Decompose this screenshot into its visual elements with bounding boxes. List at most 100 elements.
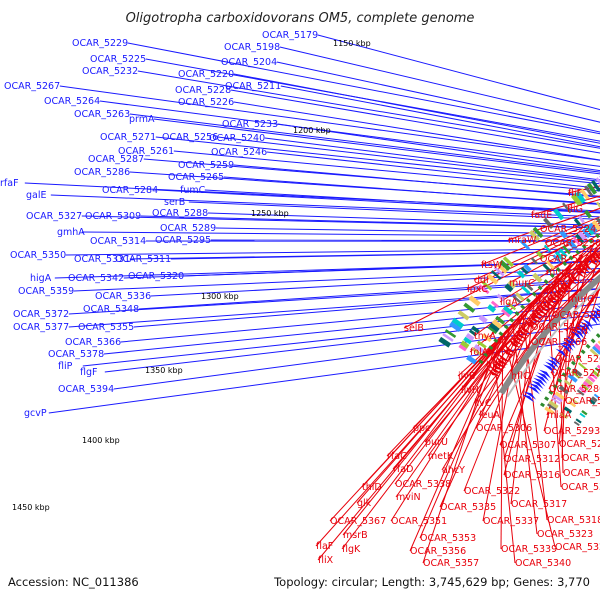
reverse-gene-label: selB <box>404 323 424 334</box>
forward-gene-label: OCAR_5286 <box>74 167 130 178</box>
forward-gene-label: OCAR_5366 <box>65 337 121 348</box>
forward-leader-line <box>233 101 600 161</box>
forward-gene-arrow <box>570 331 582 342</box>
reverse-gene-label: OCAR_5280 <box>549 384 600 395</box>
reverse-leader-line <box>493 350 516 564</box>
feature-band-segment <box>516 270 526 279</box>
forward-leader-line <box>230 89 600 154</box>
forward-leader-line <box>127 42 600 135</box>
tick-marks <box>478 233 600 408</box>
forward-gene-label: OCAR_5265 <box>168 172 224 183</box>
feature-band-segment <box>584 209 592 219</box>
reverse-leader-line <box>546 252 600 416</box>
reverse-gene-label: OCAR_5367 <box>330 516 386 527</box>
feature-band-segment <box>591 220 600 231</box>
forward-gene-label: gmhA <box>57 227 85 238</box>
tick-mark <box>483 352 489 358</box>
feature-band-segment <box>571 370 581 379</box>
forward-gene-arrow <box>543 364 555 374</box>
feature-band-segment <box>491 319 503 329</box>
reverse-gene-arrow <box>580 261 591 274</box>
feature-band-segment <box>458 344 467 352</box>
forward-leader-line <box>81 231 600 237</box>
feature-band-segment <box>502 256 514 268</box>
reverse-gene-arrow <box>543 297 555 308</box>
reverse-gene-label: OCAR_5323 <box>537 529 593 540</box>
forward-gene-label: OCAR_5204 <box>221 57 277 68</box>
reverse-gene-arrow <box>561 278 573 290</box>
forward-gene-label: OCAR_5320 <box>128 271 184 282</box>
tick-mark <box>557 378 563 383</box>
reverse-gene-label: OCAR_5252 <box>552 310 600 321</box>
feature-band-segment <box>493 266 505 277</box>
forward-gene-label: flgF <box>80 367 97 378</box>
feature-rings <box>438 175 600 427</box>
feature-band-segment <box>562 245 571 255</box>
forward-gene-arrow <box>521 394 535 403</box>
feature-band-segment <box>532 272 543 283</box>
tick-mark <box>537 285 543 291</box>
feature-band-segment <box>576 389 585 396</box>
forward-gene-label: OCAR_5229 <box>72 38 128 49</box>
reverse-gene-label: OCAR_5317 <box>511 499 567 510</box>
feature-band-segment <box>528 229 541 242</box>
feature-band-segment <box>499 259 511 272</box>
forward-gene-label: OCAR_5336 <box>95 291 151 302</box>
reverse-gene-label: ligA <box>500 297 518 308</box>
feature-band-segment <box>590 372 598 380</box>
reverse-gene-label: mviN <box>396 492 421 503</box>
feature-band-segment <box>488 322 500 333</box>
reverse-gene-arrow <box>524 318 536 329</box>
backbone-inner-arc <box>506 285 600 398</box>
gene-arrows <box>487 245 600 403</box>
reverse-gene-label: hflC <box>511 371 530 382</box>
reverse-gene-label: OCAR_5312 <box>504 454 560 465</box>
reverse-gene-label: msrB <box>343 530 368 541</box>
reverse-gene-arrow <box>501 347 515 357</box>
reverse-gene-label: OCAR_5262 <box>531 322 587 333</box>
reverse-leader-line <box>544 219 600 244</box>
reverse-gene-label: OCAR_5351 <box>391 516 447 527</box>
feature-band-segment <box>442 333 454 342</box>
forward-gene-label: OCAR_5342 <box>68 273 124 284</box>
reverse-gene-arrow <box>487 368 501 377</box>
forward-leader-line <box>59 85 600 161</box>
reverse-leader-line <box>561 264 571 459</box>
reverse-gene-arrow <box>577 264 588 276</box>
tick-mark <box>562 261 568 267</box>
forward-gene-arrow <box>539 369 552 379</box>
feature-band-segment <box>463 302 476 313</box>
feature-band-segment <box>558 385 570 395</box>
forward-leader-line <box>81 215 600 229</box>
backbone-arc <box>498 273 600 395</box>
reverse-gene-arrow <box>495 356 508 365</box>
reverse-gene-arrow <box>553 286 565 298</box>
reverse-gene-label: ilvH <box>461 385 479 396</box>
feature-band-segment <box>568 400 577 408</box>
tick-mark <box>555 267 561 273</box>
reverse-leader-line <box>565 288 600 332</box>
reverse-leader-line <box>403 227 600 329</box>
feature-band-segment <box>495 315 506 325</box>
reverse-leader-line <box>315 335 506 547</box>
forward-gene-label: OCAR_5311 <box>115 254 171 265</box>
reverse-gene-label: OCAR_5357 <box>423 558 479 569</box>
forward-leader-line <box>129 250 600 260</box>
reverse-gene-label: OCAR_5294 <box>559 439 600 450</box>
forward-gene-label: OCAR_5259 <box>178 160 234 171</box>
feature-band-segment <box>466 355 477 365</box>
feature-band-segment <box>444 329 457 339</box>
forward-gene-arrow <box>535 375 548 384</box>
reverse-gene-label: OCAR_5337 <box>483 516 539 527</box>
tick-mark <box>539 402 545 408</box>
reverse-gene-arrow <box>551 289 563 300</box>
forward-gene-label: OCAR_5263 <box>74 109 130 120</box>
reverse-gene-arrow <box>558 281 570 293</box>
feature-band-segment <box>582 380 591 389</box>
tick-mark <box>588 238 594 244</box>
reverse-leader-line <box>522 313 548 521</box>
reverse-gene-arrow <box>517 327 530 337</box>
forward-leader-line <box>99 100 600 167</box>
feature-band-segment <box>596 364 600 370</box>
reverse-gene-arrow <box>583 259 593 271</box>
